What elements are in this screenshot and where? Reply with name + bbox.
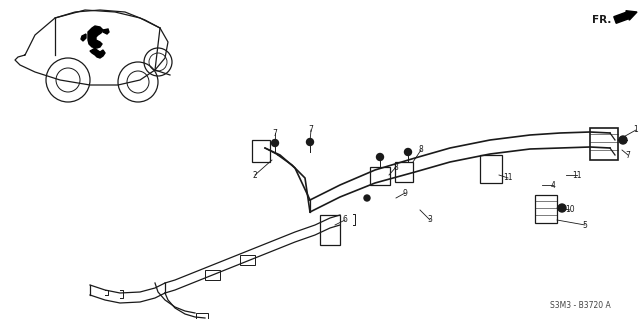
Bar xyxy=(480,155,502,183)
Text: 2: 2 xyxy=(253,170,257,180)
Bar xyxy=(205,270,220,280)
Text: 11: 11 xyxy=(572,170,582,180)
Bar xyxy=(535,195,557,223)
Text: 7: 7 xyxy=(625,151,630,160)
Text: 8: 8 xyxy=(419,145,424,154)
Text: 7: 7 xyxy=(273,129,277,137)
Polygon shape xyxy=(103,29,109,34)
Text: 6: 6 xyxy=(342,216,348,225)
Circle shape xyxy=(376,153,383,160)
Bar xyxy=(320,215,340,245)
Circle shape xyxy=(271,139,278,146)
Text: 1: 1 xyxy=(634,125,638,135)
Text: 11: 11 xyxy=(503,174,513,182)
Bar xyxy=(252,140,270,162)
Circle shape xyxy=(364,195,370,201)
Circle shape xyxy=(558,204,566,212)
Polygon shape xyxy=(88,26,103,48)
Text: FR.: FR. xyxy=(592,15,611,25)
Bar xyxy=(395,162,413,182)
Text: S3M3 - B3720 A: S3M3 - B3720 A xyxy=(550,301,611,310)
Text: 8: 8 xyxy=(394,162,398,172)
Circle shape xyxy=(404,149,412,155)
FancyArrow shape xyxy=(614,11,637,23)
Circle shape xyxy=(619,136,627,144)
Circle shape xyxy=(307,138,314,145)
Text: 7: 7 xyxy=(308,125,314,135)
Bar xyxy=(590,128,618,160)
Text: 4: 4 xyxy=(550,181,556,189)
Bar xyxy=(370,167,390,185)
Bar xyxy=(196,313,208,319)
Text: 3: 3 xyxy=(428,216,433,225)
Text: 5: 5 xyxy=(582,220,588,229)
Polygon shape xyxy=(90,48,105,58)
Bar xyxy=(240,255,255,265)
Polygon shape xyxy=(81,34,86,41)
Text: 10: 10 xyxy=(565,205,575,214)
Text: 9: 9 xyxy=(403,189,408,197)
